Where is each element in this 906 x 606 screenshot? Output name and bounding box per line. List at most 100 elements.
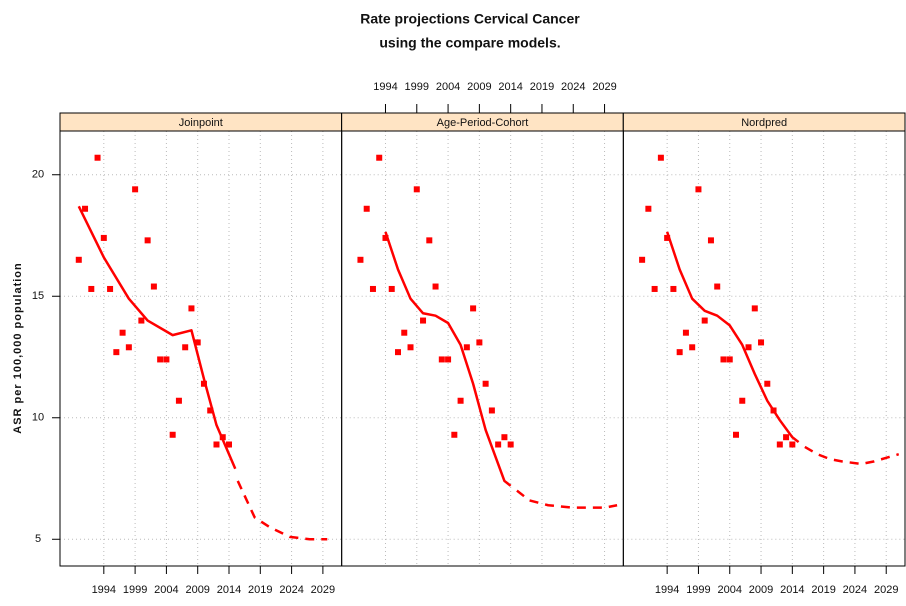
data-point xyxy=(739,397,746,404)
data-point xyxy=(689,344,696,351)
data-point xyxy=(670,285,677,292)
x-tick-label: 2029 xyxy=(592,81,616,93)
x-tick-label: 1994 xyxy=(373,81,397,93)
data-point xyxy=(426,237,433,244)
data-point xyxy=(733,431,739,438)
x-tick-label: 1999 xyxy=(405,81,429,93)
data-point xyxy=(495,441,502,448)
data-point xyxy=(125,344,132,351)
data-point xyxy=(188,305,195,312)
data-point xyxy=(75,256,82,263)
x-tick-label: 2009 xyxy=(185,584,209,596)
data-point xyxy=(714,283,721,290)
data-point xyxy=(720,356,727,363)
data-point xyxy=(445,356,452,363)
data-point xyxy=(645,205,652,212)
strip xyxy=(622,112,906,132)
data-point xyxy=(200,380,207,387)
data-point xyxy=(382,234,389,241)
strip-label: Age-Period-Cohort xyxy=(437,117,529,129)
x-tick-label: 2019 xyxy=(530,81,554,93)
data-point xyxy=(420,317,427,324)
data-point xyxy=(639,256,646,263)
data-point xyxy=(745,344,752,351)
y-tick-label: 5 xyxy=(35,533,41,545)
data-point xyxy=(132,186,139,193)
y-axis-label: ASR per 100,000 population xyxy=(12,262,24,433)
data-point xyxy=(476,339,483,346)
data-point xyxy=(451,431,458,438)
data-point xyxy=(758,339,765,346)
data-point xyxy=(488,407,495,414)
data-point xyxy=(789,441,796,448)
fit-line xyxy=(516,489,618,509)
data-point xyxy=(507,441,514,448)
data-point xyxy=(94,154,101,161)
data-point xyxy=(113,349,120,356)
data-point xyxy=(457,397,464,404)
x-tick-label: 1994 xyxy=(655,584,679,596)
data-point xyxy=(144,237,151,244)
x-tick-label: 2019 xyxy=(248,584,272,596)
x-tick-label: 2004 xyxy=(436,81,460,93)
data-point xyxy=(169,431,176,438)
data-point xyxy=(357,256,364,263)
data-point xyxy=(150,283,157,290)
chart-subtitle: using the compare models. xyxy=(379,35,560,51)
x-tick-label: 2014 xyxy=(780,584,804,596)
data-point xyxy=(701,317,708,324)
x-tick-label: 2004 xyxy=(717,584,741,596)
data-point xyxy=(482,380,489,387)
y-tick-label: 10 xyxy=(32,412,44,424)
data-point xyxy=(501,434,508,441)
chart-title: Rate projections Cervical Cancer xyxy=(360,11,580,27)
x-tick-label: 2009 xyxy=(749,584,773,596)
fit-line xyxy=(236,480,328,541)
data-point xyxy=(695,186,702,193)
data-point xyxy=(470,305,477,312)
data-point xyxy=(157,356,164,363)
fit-line xyxy=(77,205,237,470)
panel-border xyxy=(59,112,343,567)
data-point xyxy=(651,285,658,292)
data-point xyxy=(764,380,771,387)
data-point xyxy=(226,441,232,448)
x-tick-label: 2029 xyxy=(311,584,335,596)
x-tick-label: 2029 xyxy=(874,584,898,596)
strip-label: Joinpoint xyxy=(179,117,223,129)
data-point xyxy=(163,356,170,363)
x-tick-label: 2024 xyxy=(561,81,585,93)
data-point xyxy=(726,356,733,363)
data-point xyxy=(119,329,126,336)
data-point xyxy=(676,349,683,356)
data-point xyxy=(138,317,145,324)
x-tick-label: 1999 xyxy=(686,584,710,596)
data-point xyxy=(388,285,395,292)
data-point xyxy=(363,205,370,212)
x-tick-label: 1999 xyxy=(123,584,147,596)
fit-line xyxy=(665,231,800,444)
panel-border xyxy=(341,112,624,567)
data-point xyxy=(438,356,445,363)
x-tick-label: 2004 xyxy=(154,584,178,596)
x-tick-label: 1994 xyxy=(92,584,116,596)
x-tick-label: 2009 xyxy=(467,81,491,93)
fit-line xyxy=(804,445,900,466)
data-point xyxy=(707,237,714,244)
data-point xyxy=(369,285,376,292)
data-point xyxy=(657,154,664,161)
data-point xyxy=(776,441,783,448)
fit-line xyxy=(384,231,512,487)
panel-border xyxy=(622,112,906,567)
data-point xyxy=(664,234,671,241)
data-point xyxy=(413,186,420,193)
y-tick-label: 15 xyxy=(32,290,44,302)
data-point xyxy=(432,283,439,290)
strip-label: Nordpred xyxy=(741,117,787,129)
data-point xyxy=(407,344,414,351)
x-tick-label: 2024 xyxy=(279,584,303,596)
x-tick-label: 2019 xyxy=(811,584,835,596)
data-point xyxy=(463,344,470,351)
data-point xyxy=(395,349,401,356)
